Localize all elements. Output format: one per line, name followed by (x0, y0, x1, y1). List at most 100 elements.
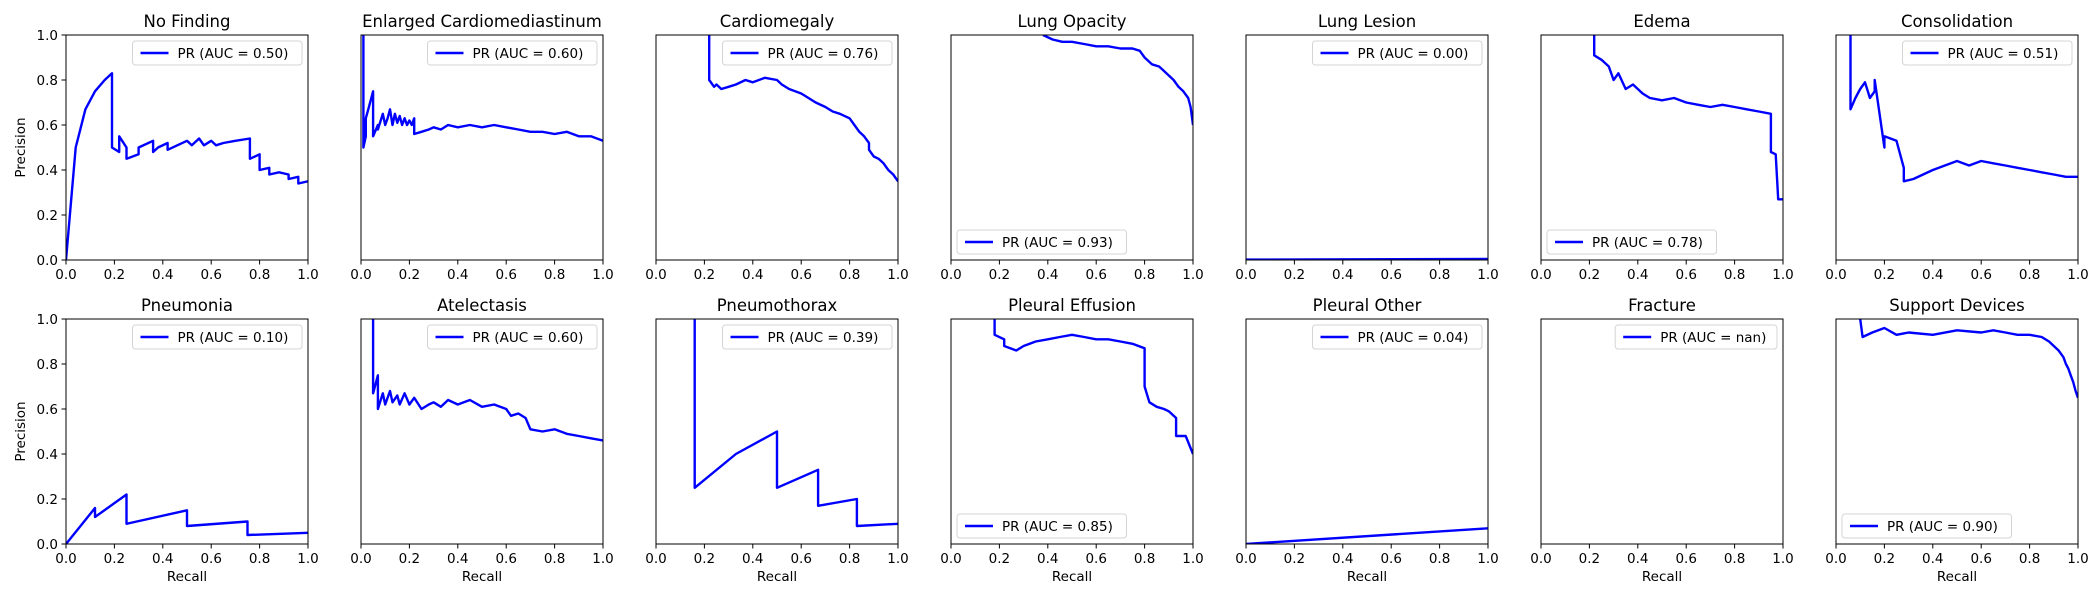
x-tick-label: 1.0 (1477, 551, 1498, 567)
x-tick-label: 0.4 (447, 551, 468, 567)
x-tick-label: 0.4 (152, 267, 173, 283)
pr-curve (693, 319, 898, 528)
x-tick-label: 0.0 (1825, 267, 1846, 283)
legend: PR (AUC = 0.50) (132, 40, 303, 66)
x-tick-label: 0.4 (742, 267, 763, 283)
x-tick-label: 0.4 (447, 267, 468, 283)
x-tick-label: 0.0 (1530, 267, 1551, 283)
x-tick-label: 1.0 (887, 551, 908, 567)
x-tick-label: 1.0 (1182, 551, 1203, 567)
x-tick-label: 0.2 (399, 267, 420, 283)
x-tick-label: 0.4 (1332, 267, 1353, 283)
axes-frame (1245, 34, 1489, 261)
x-axis-label: Recall (757, 569, 797, 585)
legend-label: PR (AUC = 0.50) (178, 46, 289, 62)
pr-curve (66, 493, 308, 544)
x-tick-label: 0.2 (399, 551, 420, 567)
legend-frame (1614, 324, 1778, 350)
legend-label: PR (AUC = 0.00) (1358, 46, 1469, 62)
subplot-atelectasis: Atelectasis 0.0 0.2 0.4 0.6 0.8 1.0 Recall PR (A… (350, 296, 613, 585)
x-tick-label: 0.8 (544, 267, 565, 283)
legend: PR (AUC = 0.51) (1902, 40, 2073, 66)
x-tick-label: 0.0 (350, 267, 371, 283)
legend-label: PR (AUC = 0.78) (1592, 235, 1703, 251)
legend-label: PR (AUC = 0.93) (1002, 235, 1113, 251)
y-tick-label: 1.0 (37, 28, 58, 44)
subplot-title: Atelectasis (437, 296, 527, 315)
legend-label: PR (AUC = 0.76) (768, 46, 879, 62)
axes-frame (655, 34, 899, 261)
legend-label: PR (AUC = 0.39) (768, 330, 879, 346)
subplot-enlarged-cardiomediastinum: Enlarged Cardiomediastinum 0.0 0.2 0.4 0.6 0.… (350, 12, 613, 283)
legend-frame (722, 324, 893, 350)
x-tick-label: 0.2 (989, 267, 1010, 283)
x-tick-label: 0.8 (1724, 267, 1745, 283)
x-tick-label: 0.6 (1675, 267, 1696, 283)
legend-frame (956, 229, 1127, 255)
x-tick-label: 0.0 (55, 267, 76, 283)
subplot-edema: Edema 0.0 0.2 0.4 0.6 0.8 1.0 PR (AUC = 0.78) (1530, 12, 1793, 283)
y-tick-label: 0.0 (37, 253, 58, 269)
x-tick-label: 0.2 (1284, 551, 1305, 567)
axes-frame (1835, 34, 2079, 261)
x-tick-label: 0.8 (839, 267, 860, 283)
subplot-support-devices: Support Devices 0.0 0.2 0.4 0.6 0.8 1.0 Recall P… (1825, 296, 2088, 585)
y-tick-label: 0.0 (37, 537, 58, 553)
x-tick-label: 0.0 (55, 551, 76, 567)
y-tick-label: 0.8 (37, 357, 58, 373)
x-axis-label: Recall (1937, 569, 1977, 585)
legend-label: PR (AUC = 0.04) (1358, 330, 1469, 346)
legend: PR (AUC = 0.76) (722, 40, 893, 66)
pr-curve (708, 35, 898, 182)
subplot-lung-opacity: Lung Opacity 0.0 0.2 0.4 0.6 0.8 1.0 PR (AUC = … (940, 12, 1203, 283)
x-tick-label: 0.2 (989, 551, 1010, 567)
pr-curve (66, 72, 308, 260)
legend: PR (AUC = 0.90) (1841, 513, 2012, 539)
x-tick-label: 0.6 (495, 551, 516, 567)
subplot-title: Enlarged Cardiomediastinum (362, 12, 602, 31)
x-tick-label: 0.8 (1429, 551, 1450, 567)
x-tick-label: 0.4 (1037, 267, 1058, 283)
x-tick-label: 0.4 (742, 551, 763, 567)
subplot-pneumothorax: Pneumothorax 0.0 0.2 0.4 0.6 0.8 1.0 Recall PR (… (645, 296, 908, 585)
x-axis-label: Recall (167, 569, 207, 585)
pr-curve (993, 319, 1193, 455)
x-tick-label: 0.0 (645, 551, 666, 567)
subplot-title: Lung Lesion (1318, 12, 1416, 31)
legend: PR (AUC = 0.10) (132, 324, 303, 350)
axes-frame (1540, 318, 1784, 545)
x-tick-label: 0.2 (694, 267, 715, 283)
x-tick-label: 0.2 (104, 551, 125, 567)
subplot-pleural-effusion: Pleural Effusion 0.0 0.2 0.4 0.6 0.8 1.0 Recall… (940, 296, 1203, 585)
subplot-pleural-other: Pleural Other 0.0 0.2 0.4 0.6 0.8 1.0 Recall PR … (1235, 296, 1498, 585)
x-tick-label: 0.6 (1085, 267, 1106, 283)
subplot-consolidation: Consolidation 0.0 0.2 0.4 0.6 0.8 1.0 PR (AUC =… (1825, 12, 2088, 283)
subplot-title: Consolidation (1901, 12, 2013, 31)
x-tick-label: 0.0 (1825, 551, 1846, 567)
x-tick-label: 0.2 (104, 267, 125, 283)
legend-frame (956, 513, 1127, 539)
x-tick-label: 0.2 (1874, 267, 1895, 283)
x-tick-label: 0.6 (200, 551, 221, 567)
x-tick-label: 0.2 (694, 551, 715, 567)
y-tick-label: 0.2 (37, 208, 58, 224)
x-tick-label: 1.0 (2067, 551, 2088, 567)
x-tick-label: 0.6 (200, 267, 221, 283)
subplot-title: Pneumothorax (717, 296, 838, 315)
x-tick-label: 0.8 (839, 551, 860, 567)
x-tick-label: 0.8 (544, 551, 565, 567)
pr-curve (1849, 35, 2078, 183)
x-axis-label: Recall (1642, 569, 1682, 585)
x-tick-label: 1.0 (2067, 267, 2088, 283)
legend-frame (1902, 40, 2073, 66)
x-tick-label: 0.2 (1579, 551, 1600, 567)
x-tick-label: 0.2 (1284, 267, 1305, 283)
subplot-title: Pleural Other (1313, 296, 1422, 315)
legend-frame (1312, 324, 1483, 350)
axes-frame (1245, 318, 1489, 545)
y-tick-label: 0.8 (37, 73, 58, 89)
legend-frame (427, 40, 598, 66)
y-axis-label: Precision (13, 401, 29, 461)
y-tick-label: 0.6 (37, 402, 58, 418)
y-tick-label: 0.6 (37, 118, 58, 134)
